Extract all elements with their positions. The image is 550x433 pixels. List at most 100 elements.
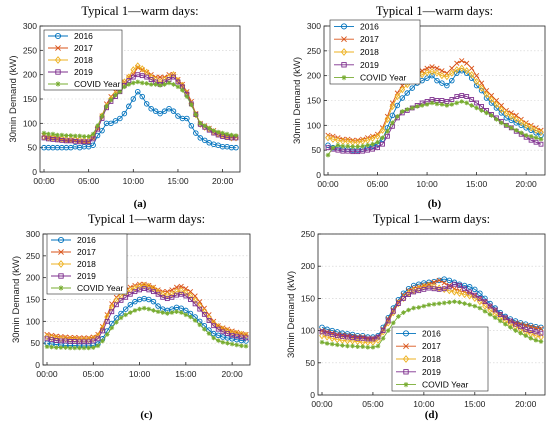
data-point bbox=[197, 299, 203, 305]
data-point bbox=[401, 295, 406, 301]
data-point bbox=[215, 332, 221, 339]
data-point bbox=[206, 331, 212, 336]
legend-marker bbox=[403, 343, 409, 350]
data-point bbox=[146, 306, 152, 312]
data-point bbox=[421, 286, 427, 292]
data-point bbox=[350, 149, 356, 155]
data-point bbox=[58, 135, 65, 143]
data-point bbox=[446, 287, 453, 295]
data-point bbox=[494, 117, 499, 122]
data-point bbox=[319, 332, 325, 340]
data-point bbox=[508, 117, 515, 124]
data-point bbox=[77, 345, 82, 351]
data-point bbox=[50, 131, 56, 137]
legend-label: 2016 bbox=[360, 21, 379, 31]
data-point bbox=[488, 100, 495, 106]
panel-label: (d) bbox=[425, 409, 439, 421]
data-point bbox=[229, 332, 235, 338]
data-point bbox=[197, 322, 203, 328]
data-point bbox=[141, 286, 147, 291]
data-point bbox=[487, 312, 493, 317]
data-point bbox=[143, 101, 150, 107]
data-point bbox=[419, 71, 425, 79]
data-point bbox=[132, 289, 138, 295]
data-point bbox=[533, 337, 539, 343]
data-point bbox=[173, 288, 180, 296]
data-point bbox=[399, 85, 406, 94]
y-tick-label: 300 bbox=[307, 21, 321, 31]
data-point bbox=[114, 319, 119, 325]
legend-label: 2016 bbox=[77, 235, 96, 245]
data-point bbox=[127, 291, 133, 297]
data-point bbox=[350, 343, 355, 349]
data-point bbox=[139, 80, 145, 86]
data-point bbox=[63, 345, 68, 350]
data-point bbox=[404, 107, 410, 112]
data-point bbox=[100, 338, 105, 344]
data-point bbox=[523, 121, 530, 129]
x-tick-label: 05:00 bbox=[83, 369, 105, 379]
x-tick-label: 15:00 bbox=[466, 179, 488, 189]
legend-marker bbox=[402, 330, 410, 337]
data-point bbox=[187, 292, 194, 300]
data-point bbox=[469, 97, 475, 102]
data-point bbox=[463, 67, 470, 75]
data-point bbox=[86, 345, 91, 351]
data-point bbox=[72, 138, 78, 144]
x-tick-label: 20:00 bbox=[515, 179, 537, 189]
data-point bbox=[431, 283, 437, 291]
legend: 2016 2017 2018 2019 COVID Year bbox=[391, 326, 489, 392]
data-point bbox=[135, 79, 141, 85]
data-point bbox=[50, 136, 56, 142]
y-tick-label: 200 bbox=[301, 261, 315, 271]
data-point bbox=[477, 295, 483, 301]
data-point bbox=[426, 302, 432, 308]
panel-label: (c) bbox=[140, 409, 153, 421]
data-point bbox=[183, 293, 189, 299]
data-point bbox=[44, 332, 50, 341]
data-point bbox=[478, 80, 485, 86]
data-point bbox=[104, 104, 109, 109]
data-point bbox=[385, 318, 391, 324]
data-point bbox=[41, 130, 47, 136]
data-point bbox=[419, 68, 425, 74]
data-point bbox=[504, 123, 509, 128]
data-point bbox=[90, 338, 96, 344]
data-point bbox=[95, 123, 100, 129]
data-point bbox=[380, 135, 385, 141]
data-point bbox=[472, 303, 478, 309]
legend-marker bbox=[402, 355, 410, 363]
data-point bbox=[369, 134, 376, 142]
data-point bbox=[467, 302, 472, 308]
data-point bbox=[370, 345, 376, 350]
y-tick-label: 50 bbox=[306, 358, 316, 368]
series-covid-year bbox=[41, 79, 239, 139]
legend-label: COVID Year bbox=[77, 283, 123, 293]
data-point bbox=[123, 294, 129, 300]
data-point bbox=[139, 65, 146, 73]
chart-panel-a: Typical 1—warm days: 0 50 100 150 200 250 300 00… bbox=[8, 4, 241, 210]
legend-marker bbox=[58, 249, 64, 255]
data-point bbox=[151, 308, 156, 313]
data-point bbox=[81, 339, 87, 345]
data-point bbox=[132, 308, 138, 313]
x-tick-label: 20:00 bbox=[515, 399, 537, 409]
data-point bbox=[215, 129, 221, 135]
data-point bbox=[175, 79, 181, 85]
data-point bbox=[126, 103, 132, 110]
data-point bbox=[50, 134, 56, 142]
data-point bbox=[429, 64, 435, 70]
data-point bbox=[384, 115, 391, 123]
data-point bbox=[324, 333, 330, 341]
data-point bbox=[188, 297, 193, 302]
data-point bbox=[325, 152, 331, 158]
data-point bbox=[117, 115, 123, 122]
data-point bbox=[146, 296, 152, 303]
data-point bbox=[482, 299, 488, 305]
data-point bbox=[76, 336, 83, 344]
data-point bbox=[171, 74, 176, 80]
y-axis-label: 30min Demand (kW) bbox=[292, 57, 303, 144]
data-point bbox=[178, 283, 184, 290]
data-point bbox=[444, 73, 450, 81]
y-axis-label: 30min Demand (kW) bbox=[11, 256, 22, 343]
